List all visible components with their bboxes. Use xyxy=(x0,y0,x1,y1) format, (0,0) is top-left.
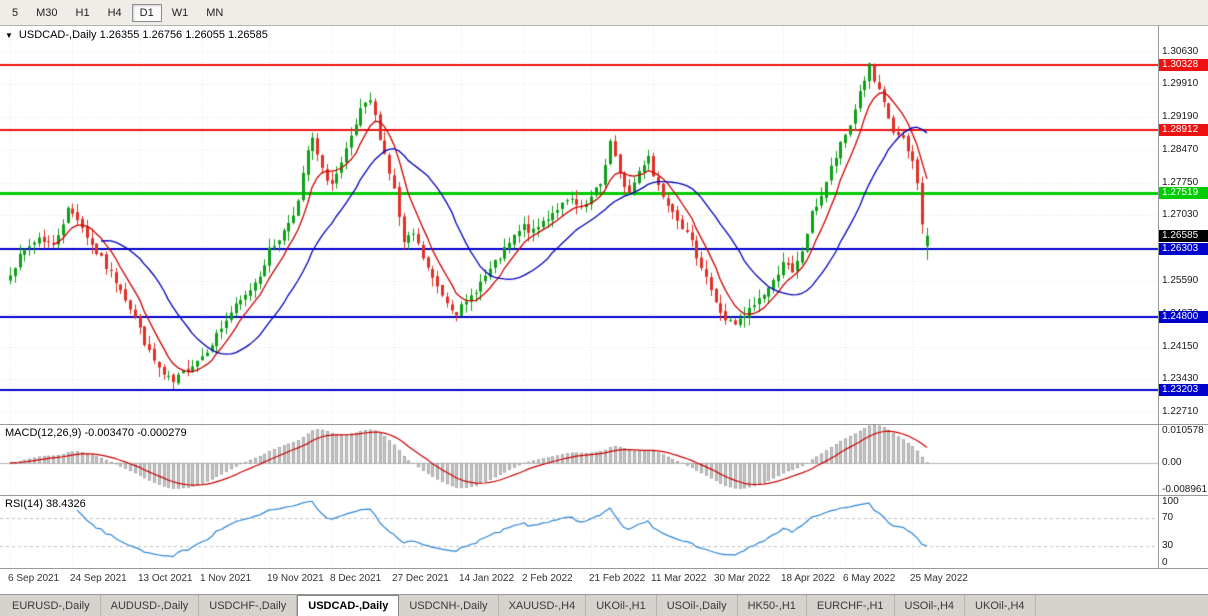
macd-axis-label: 0.010578 xyxy=(1162,425,1204,436)
chart-tab-eurusd[interactable]: EURUSD-,Daily xyxy=(2,595,101,616)
timeframe-button-h4[interactable]: H4 xyxy=(100,4,130,22)
price-level-badge: 1.26303 xyxy=(1159,243,1208,255)
date-axis[interactable]: 6 Sep 2021 24 Sep 2021 13 Oct 2021 1 Nov 20… xyxy=(0,569,1208,594)
price-tick: 1.29190 xyxy=(1162,111,1199,122)
chart-tab-usdcnh[interactable]: USDCNH-,Daily xyxy=(399,595,499,616)
current-price-badge: 1.26585 xyxy=(1159,230,1208,242)
macd-axis-label: 0.00 xyxy=(1162,457,1182,468)
rsi-axis-label: 70 xyxy=(1162,512,1174,523)
price-tick: 1.30630 xyxy=(1162,46,1199,57)
timeframe-toolbar: 5 M30 H1 H4 D1 W1 MN xyxy=(0,0,1208,26)
chart-tab-usoil[interactable]: USOil-,Daily xyxy=(657,595,738,616)
price-tick: 1.22710 xyxy=(1162,406,1199,417)
chart-tab-ukoil[interactable]: UKOil-,H1 xyxy=(586,595,657,616)
price-tick: 1.23430 xyxy=(1162,373,1199,384)
date-label: 1 Nov 2021 xyxy=(200,573,252,584)
chart-title: ▼ USDCAD-,Daily 1.26355 1.26756 1.26055 … xyxy=(5,29,268,41)
chart-tab-eurchf[interactable]: EURCHF-,H1 xyxy=(807,595,895,616)
chart-tab-usdchf[interactable]: USDCHF-,Daily xyxy=(199,595,298,616)
date-label: 6 May 2022 xyxy=(843,573,896,584)
rsi-axis-label: 0 xyxy=(1162,557,1168,568)
macd-label: MACD(12,26,9) -0.003470 -0.000279 xyxy=(5,427,187,439)
date-label: 14 Jan 2022 xyxy=(459,573,515,584)
chart-tab-xauusd[interactable]: XAUUSD-,H4 xyxy=(499,595,587,616)
chart-tab-usdcad[interactable]: USDCAD-,Daily xyxy=(297,595,400,616)
timeframe-button-5[interactable]: 5 xyxy=(4,4,26,22)
price-level-badge: 1.30328 xyxy=(1159,59,1208,71)
rsi-axis-label: 100 xyxy=(1162,496,1179,507)
date-label: 25 May 2022 xyxy=(910,573,968,584)
chart-window: ▼ USDCAD-,Daily 1.26355 1.26756 1.26055 … xyxy=(0,26,1208,594)
rsi-panel: RSI(14) 38.4326 100 70 30 0 xyxy=(0,496,1208,569)
date-label: 27 Dec 2021 xyxy=(392,573,449,584)
timeframe-button-h1[interactable]: H1 xyxy=(68,4,98,22)
timeframe-button-mn[interactable]: MN xyxy=(198,4,231,22)
timeframe-button-d1[interactable]: D1 xyxy=(131,3,162,22)
chart-tab-usoil[interactable]: USOil-,H4 xyxy=(895,595,966,616)
main-chart-panel: ▼ USDCAD-,Daily 1.26355 1.26756 1.26055 … xyxy=(0,26,1208,425)
price-tick: 1.28470 xyxy=(1162,144,1199,155)
date-label: 21 Feb 2022 xyxy=(589,573,646,584)
price-level-badge: 1.28912 xyxy=(1159,124,1208,136)
timeframe-button-w1[interactable]: W1 xyxy=(164,4,197,22)
rsi-canvas[interactable] xyxy=(0,496,1158,568)
price-axis[interactable]: 1.30630 1.29910 1.29190 1.28470 1.27750 1.270… xyxy=(1158,26,1208,424)
chart-tab-audusd[interactable]: AUDUSD-,Daily xyxy=(101,595,200,616)
main-chart-canvas[interactable] xyxy=(0,26,1158,424)
rsi-axis-label: 30 xyxy=(1162,540,1174,551)
macd-canvas[interactable] xyxy=(0,425,1158,495)
rsi-label: RSI(14) 38.4326 xyxy=(5,498,86,510)
price-level-badge: 1.24800 xyxy=(1159,311,1208,323)
chart-tab-hk50[interactable]: HK50-,H1 xyxy=(738,595,807,616)
date-label: 11 Mar 2022 xyxy=(651,573,707,584)
rsi-axis[interactable]: 100 70 30 0 xyxy=(1158,496,1208,568)
price-tick: 1.25590 xyxy=(1162,275,1199,286)
macd-panel: MACD(12,26,9) -0.003470 -0.000279 0.0105… xyxy=(0,425,1208,496)
price-level-badge: 1.27519 xyxy=(1159,187,1208,199)
date-label: 30 Mar 2022 xyxy=(714,573,771,584)
chart-tabs-bar: EURUSD-,Daily AUDUSD-,Daily USDCHF-,Daily U… xyxy=(0,594,1208,616)
price-tick: 1.24150 xyxy=(1162,341,1199,352)
price-tick: 1.29910 xyxy=(1162,78,1199,89)
timeframe-button-m30[interactable]: M30 xyxy=(28,4,65,22)
macd-axis-label: -0.008961 xyxy=(1162,484,1208,495)
date-label: 8 Dec 2021 xyxy=(330,573,382,584)
price-level-badge: 1.23203 xyxy=(1159,384,1208,396)
date-label: 19 Nov 2021 xyxy=(267,573,324,584)
chart-title-text: USDCAD-,Daily 1.26355 1.26756 1.26055 1.… xyxy=(18,29,268,41)
date-label: 13 Oct 2021 xyxy=(138,573,193,584)
price-tick: 1.27750 xyxy=(1162,177,1199,188)
date-label: 24 Sep 2021 xyxy=(70,573,127,584)
price-tick: 1.27030 xyxy=(1162,209,1199,220)
macd-axis[interactable]: 0.010578 0.00 -0.008961 xyxy=(1158,425,1208,495)
date-label: 6 Sep 2021 xyxy=(8,573,60,584)
chart-dropdown-icon[interactable]: ▼ xyxy=(5,30,13,40)
chart-tab-ukoil[interactable]: UKOil-,H4 xyxy=(965,595,1036,616)
date-label: 18 Apr 2022 xyxy=(781,573,835,584)
date-label: 2 Feb 2022 xyxy=(522,573,573,584)
